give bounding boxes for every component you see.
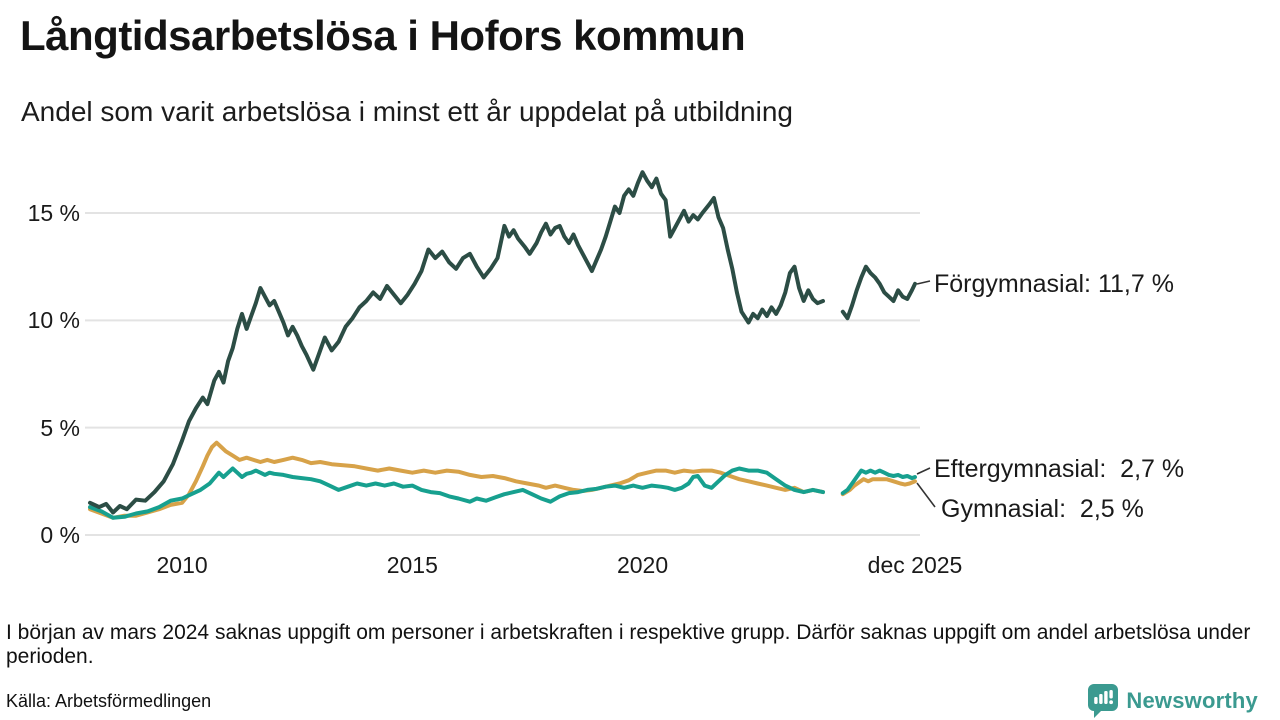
series-line-förgymnasial [840,264,917,321]
series-line-gymnasial [840,477,917,497]
x-tick-label: dec 2025 [867,552,963,578]
source-label: Källa: Arbetsförmedlingen [6,691,212,711]
y-tick-label: 0 % [40,522,80,548]
newsworthy-logo: Newsworthy [1088,684,1258,718]
y-tick-label: 10 % [27,307,80,334]
chart-subtitle: Andel som varit arbetslösa i minst ett å… [21,96,793,127]
series-label-gymnasial: Gymnasial: 2,5 % [941,495,1144,523]
brand-name: Newsworthy [1126,688,1258,713]
series-label-förgymnasial: Förgymnasial: 11,7 % [934,270,1174,298]
y-tick-label: 5 % [40,414,80,441]
footnote: I början av mars 2024 saknas uppgift om … [6,621,1251,668]
series-line-eftergymnasial [840,468,917,496]
label-connector [916,482,936,508]
x-tick-label: 2015 [386,552,438,578]
label-connector [916,467,931,475]
series-line-förgymnasial [88,170,825,515]
page-title: Långtidsarbetslösa i Hofors kommun [20,12,746,59]
series-line-gymnasial [88,440,825,520]
series-line-eftergymnasial [88,466,825,520]
y-tick-label: 15 % [27,199,80,226]
series-label-eftergymnasial: Eftergymnasial: 2,7 % [934,455,1185,483]
bar-chart-speech-bubble-icon [1088,684,1119,718]
x-tick-label: 2020 [616,552,669,578]
label-connector [916,280,931,285]
x-tick-label: 2010 [156,552,208,578]
